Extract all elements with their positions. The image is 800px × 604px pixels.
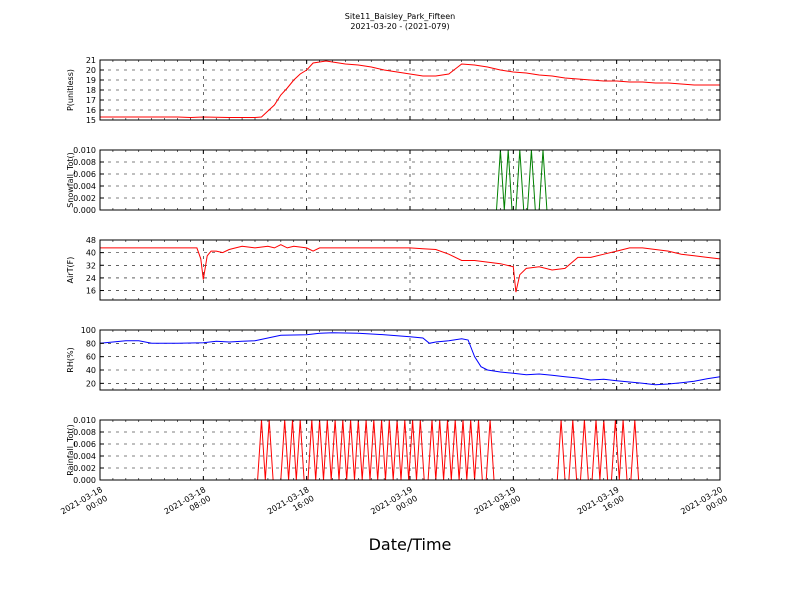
panel-4-series-line <box>99 332 721 386</box>
y-tick-label: 0.010 <box>73 146 96 155</box>
panel-2: 0.000 0.002 0.004 0.006 0.008 0.010Snowfall_T… <box>66 146 721 215</box>
y-tick-label: 0.002 <box>73 194 96 203</box>
y-tick-label: 0.002 <box>73 464 96 473</box>
y-tick-label: 0.004 <box>73 452 96 461</box>
panel-2-grid <box>99 149 721 211</box>
y-tick-label: 0.008 <box>73 158 96 167</box>
panel-3-series-line <box>100 244 721 293</box>
y-tick-label: 21 <box>86 56 96 65</box>
y-tick-label: 80 <box>86 339 96 348</box>
panel-3-y-axis-label: AirT(F) <box>66 257 75 284</box>
y-tick-label: 19 <box>86 76 96 85</box>
y-tick-label: 0.008 <box>73 428 96 437</box>
panel-1-series-line <box>100 60 720 119</box>
x-axis-label: Date/Time <box>369 535 452 554</box>
y-tick-label: 24 <box>86 274 96 283</box>
panel-5-grid <box>99 419 721 481</box>
y-tick-label: 17 <box>86 96 96 105</box>
panels: 15161718192021P(unitless)0.0000.0020.004… <box>66 56 721 485</box>
y-tick-label: 16 <box>86 287 96 296</box>
y-tick-label: 0.006 <box>73 440 96 449</box>
panel-4-grid <box>99 329 721 390</box>
y-tick-label: 32 <box>86 261 96 270</box>
panel-1-grid <box>99 59 721 121</box>
panel-1-y-axis-label: P(unitless) <box>66 69 75 111</box>
y-tick-label: 0.006 <box>73 170 96 179</box>
y-tick-label: 16 <box>86 106 96 115</box>
chart-title: Site11_Baisley_Park_Fifteen <box>345 12 455 21</box>
y-tick-label: 20 <box>86 379 96 388</box>
y-tick-label: 40 <box>86 366 96 375</box>
panel-5-series-line <box>100 419 720 481</box>
y-tick-label: 15 <box>86 116 96 125</box>
y-tick-label: 18 <box>86 86 96 95</box>
panel-5-y-axis-label: Rainfall_Tot() <box>66 424 75 476</box>
panel-5: 0.000 0.002 0.004 0.006 0.008 0.010Rainfall_T… <box>66 416 721 485</box>
y-tick-label: 0.010 <box>73 416 96 425</box>
panel-2-y-axis-label: Snowfall_Tot() <box>66 152 75 208</box>
y-tick-label: 0.000 <box>73 476 96 485</box>
y-tick-label: 0.004 <box>73 182 96 191</box>
chart-subtitle: 2021-03-20 - (2021-079) <box>350 22 449 31</box>
y-tick-label: 48 <box>86 236 96 245</box>
panel-4: 20 40 60 80 100 RH(%) <box>66 326 721 391</box>
y-tick-label: 60 <box>86 353 96 362</box>
y-tick-label: 100 <box>81 326 96 335</box>
panel-4-y-axis-label: RH(%) <box>66 347 75 372</box>
y-tick-label: 40 <box>86 249 96 258</box>
y-tick-label: 20 <box>86 66 96 75</box>
panel-3: 16 24 32 40 48 AirT(F) <box>66 236 721 301</box>
y-tick-label: 0.000 <box>73 206 96 215</box>
